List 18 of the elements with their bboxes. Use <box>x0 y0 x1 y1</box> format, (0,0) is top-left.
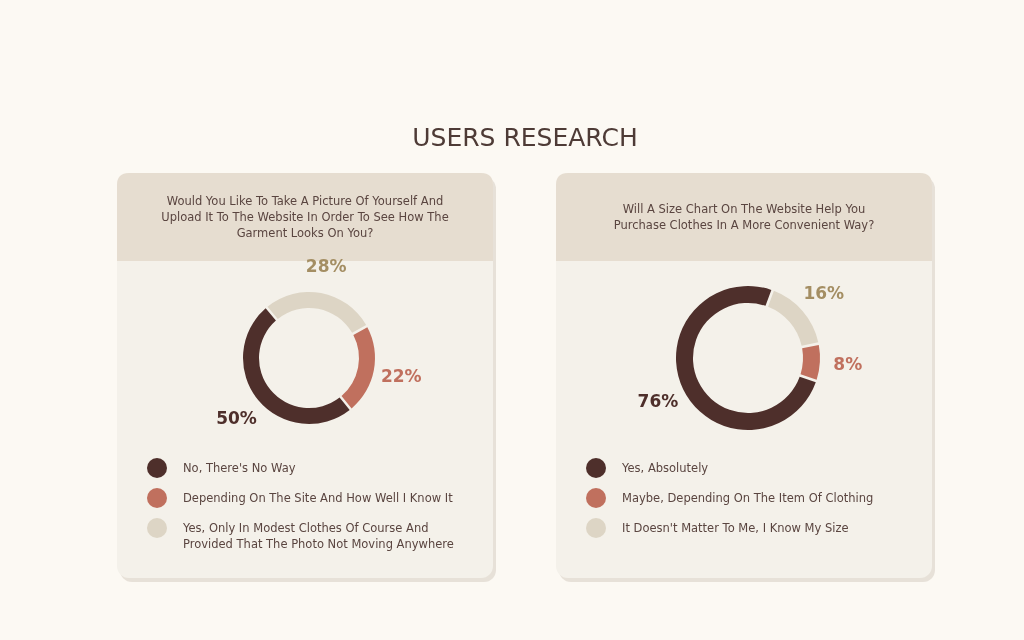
data-label: 22% <box>380 365 422 386</box>
donut-slice <box>800 344 820 380</box>
text: USERS RESEARCH <box>412 123 638 152</box>
data-label: 16% <box>803 282 845 303</box>
data-label: 50% <box>216 407 257 428</box>
legend-label: Depending On The Site And How Well I Know It <box>183 491 454 505</box>
data-label: 76% <box>637 391 679 412</box>
data-label: 28% <box>305 255 347 276</box>
donut-slice <box>341 327 375 409</box>
legend-label: Yes, Only In Modest Clothes Of Course And Provided That The Photo Not Moving Anywhere <box>182 521 454 551</box>
data-label: 8% <box>833 354 863 375</box>
legend-label: It Doesn't Matter To Me, I Know My Size <box>622 521 849 535</box>
legend-label: No, There's No Way <box>183 461 296 475</box>
donut-slice <box>267 292 367 333</box>
chart-title: Will A Size Chart On The Website Help You Purchase Clothes In A More Convenient Way? <box>613 202 875 232</box>
chart-title: Would You Like To Take A Picture Of Yourself And Upload It To The Website In Order To See How The Garment Looks On You? <box>161 194 449 240</box>
legend-label: Yes, Absolutely <box>621 461 709 475</box>
legend-label: Maybe, Depending On The Item Of Clothing <box>622 491 874 505</box>
